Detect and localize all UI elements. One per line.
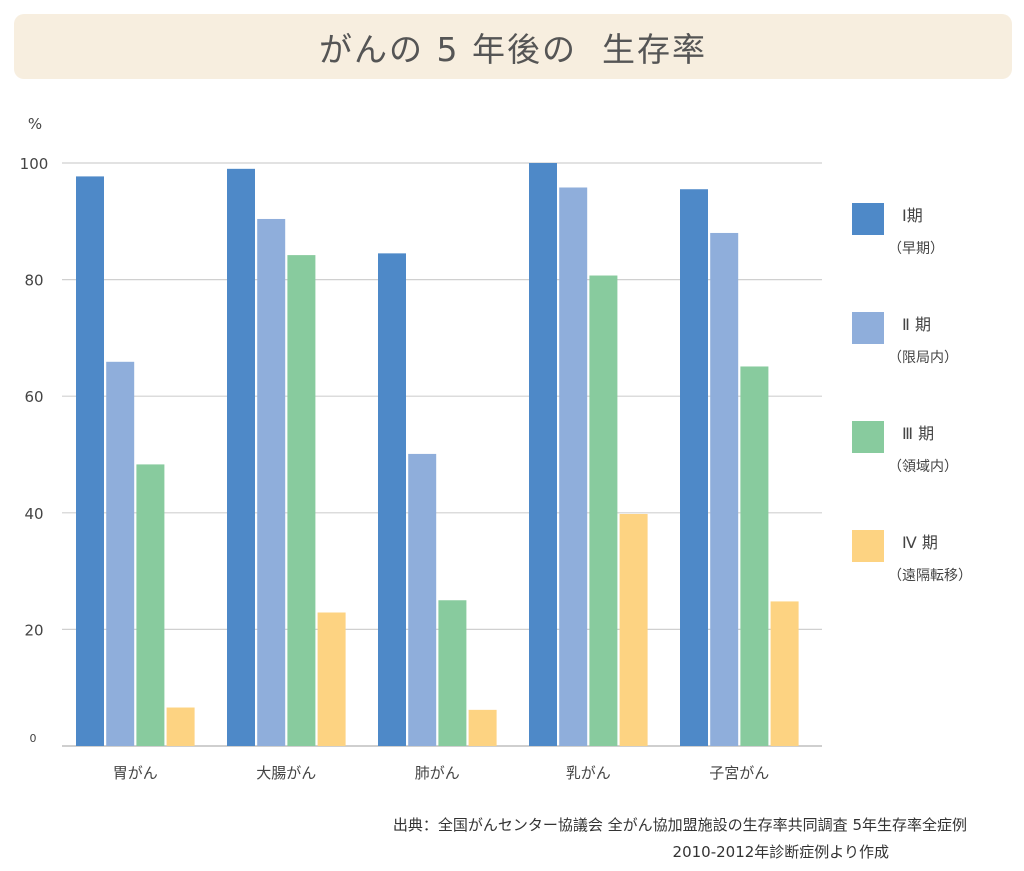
bar-2-stage-1 <box>227 168 255 746</box>
bar-3-stage-3 <box>438 600 467 746</box>
bar-4-stage-1 <box>529 163 557 746</box>
y-tick-label-80: 80 <box>24 272 43 290</box>
bar-1-stage-4 <box>166 707 195 746</box>
legend-label-stage-2: Ⅱ 期 <box>902 315 931 334</box>
legend-item-stage-4: Ⅳ 期 （遠隔転移） <box>850 527 1020 607</box>
legend-swatch-stage-3 <box>852 421 884 453</box>
bar-5-stage-1 <box>680 189 708 747</box>
bar-3-stage-2 <box>408 453 437 746</box>
bar-3-stage-1 <box>378 253 406 747</box>
x-category-label-4: 乳がん <box>566 764 611 782</box>
y-tick-label-20: 20 <box>24 621 43 639</box>
legend-label-stage-4: Ⅳ 期 <box>902 533 938 552</box>
bar-1-stage-2 <box>106 361 135 746</box>
bar-5-stage-2 <box>710 232 739 746</box>
bar-5-stage-3 <box>740 366 769 746</box>
x-category-label-1: 胃がん <box>113 764 158 782</box>
title-banner: がんの 5 年後の 生存率 <box>14 14 1012 79</box>
chart-title: がんの 5 年後の 生存率 <box>319 29 707 69</box>
bar-2-stage-3 <box>287 255 316 746</box>
bar-4-stage-3 <box>589 275 618 746</box>
legend-desc-stage-3: （領域内） <box>888 459 958 475</box>
bar-4-stage-2 <box>559 187 588 747</box>
y-tick-label-40: 40 <box>24 505 43 523</box>
y-tick-label-0: 0 <box>30 732 37 745</box>
legend-desc-stage-1: （早期） <box>888 241 944 257</box>
legend-item-stage-2: Ⅱ 期 （限局内） <box>850 309 1020 389</box>
source-note: 出典：全国がんセンター協議会 全がん協加盟施設の生存率共同調査 5年生存率全症例… <box>393 812 967 866</box>
legend-swatch-stage-4 <box>852 530 884 562</box>
source-line-1: 出典：全国がんセンター協議会 全がん協加盟施設の生存率共同調査 5年生存率全症例 <box>392 816 967 834</box>
x-category-label-2: 大腸がん <box>256 764 316 782</box>
bar-2-stage-2 <box>257 218 286 746</box>
legend-item-stage-1: Ⅰ期 （早期） <box>850 200 1020 280</box>
bar-5-stage-4 <box>770 601 799 746</box>
legend-label-stage-1: Ⅰ期 <box>902 206 923 225</box>
bar-1-stage-1 <box>76 176 104 746</box>
x-category-label-3: 肺がん <box>415 764 460 782</box>
legend-swatch-stage-1 <box>852 203 884 235</box>
y-tick-label-100: 100 <box>20 155 49 173</box>
bar-3-stage-4 <box>468 709 497 746</box>
bar-1-stage-3 <box>136 464 165 746</box>
legend-label-stage-3: Ⅲ 期 <box>902 424 935 443</box>
legend-desc-stage-2: （限局内） <box>888 350 958 366</box>
source-line-2: 2010-2012年診断症例より作成 <box>672 843 889 861</box>
y-tick-label-60: 60 <box>24 388 43 406</box>
bar-2-stage-4 <box>317 612 346 746</box>
bar-4-stage-4 <box>619 513 648 746</box>
legend-desc-stage-4: （遠隔転移） <box>888 568 972 584</box>
legend-item-stage-3: Ⅲ 期 （領域内） <box>850 418 1020 498</box>
x-category-label-5: 子宮がん <box>709 764 769 782</box>
legend-swatch-stage-2 <box>852 312 884 344</box>
y-axis-unit-label: % <box>28 115 42 133</box>
